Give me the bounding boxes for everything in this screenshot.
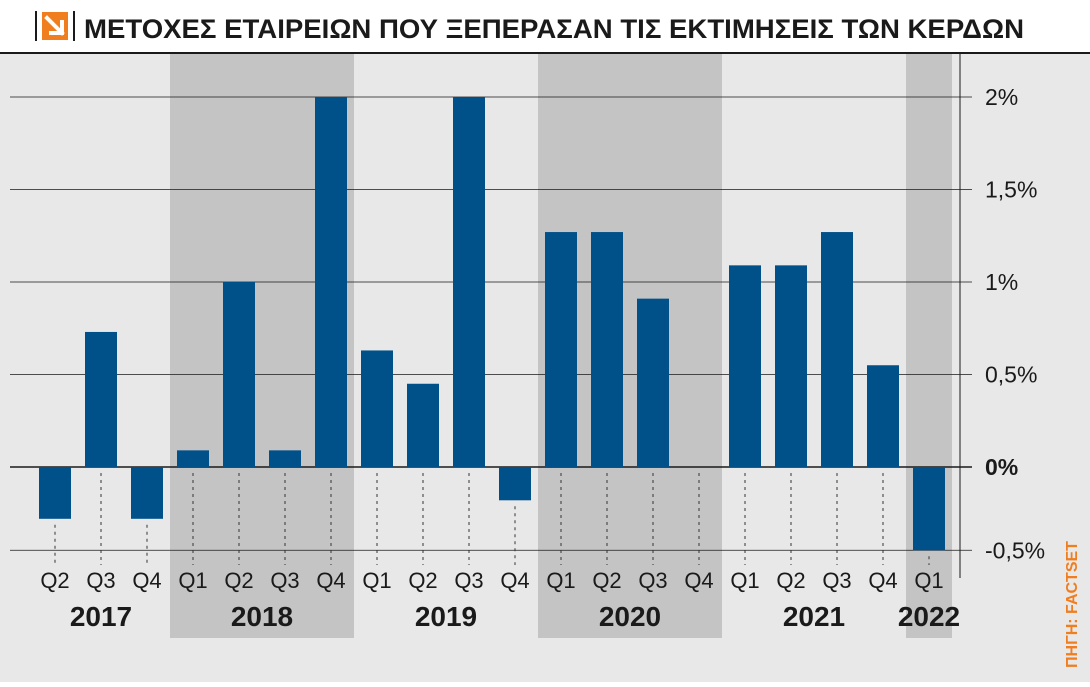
bar [407,383,439,467]
year-label: 2021 [783,601,845,632]
bar [637,298,669,467]
x-tick-label: Q3 [822,568,851,593]
x-tick-label: Q3 [270,568,299,593]
y-tick-label: 1% [985,269,1018,295]
x-tick-label: Q2 [40,568,69,593]
x-tick-label: Q1 [914,568,943,593]
title-bar [0,0,1090,52]
x-tick-label: Q4 [500,568,529,593]
y-tick-label: 1,5% [985,177,1037,203]
year-label: 2022 [898,601,960,632]
source-label: ΠΗΓΗ: FACTSET [1064,541,1081,668]
bar [545,232,577,467]
title-underline [0,52,1090,54]
x-tick-label: Q3 [638,568,667,593]
year-label: 2019 [415,601,477,632]
y-axis: 2% 1,5% 1% 0,5% 0% -0,5% [959,54,1045,578]
bar [453,97,485,467]
year-label: 2018 [231,601,293,632]
bar [85,331,117,467]
x-tick-label: Q3 [454,568,483,593]
x-tick-label: Q1 [178,568,207,593]
bar [223,282,255,467]
y-tick-label: 0% [985,454,1018,480]
y-tick-label: 2% [985,84,1018,110]
bar [131,467,163,519]
x-tick-label: Q4 [316,568,345,593]
year-label: 2017 [70,601,132,632]
y-tick-label: -0,5% [985,537,1045,563]
x-tick-label: Q4 [684,568,713,593]
x-tick-label: Q1 [730,568,759,593]
bar [269,450,301,467]
bar [729,265,761,467]
bar [315,97,347,467]
bar [591,232,623,467]
chart-title: ΜΕΤΟΧΕΣ ΕΤΑΙΡΕΙΩΝ ΠΟΥ ΞΕΠΕΡΑΣΑΝ ΤΙΣ ΕΚΤΙ… [84,14,1024,44]
bar [775,265,807,467]
x-tick-label: Q3 [86,568,115,593]
x-tick-label: Q1 [362,568,391,593]
x-ticks: 2017 2018 2019 2020 2021 2022 Q2 Q3 Q4 Q1 Q2 Q3 Q4 Q1… [40,473,960,632]
bars [39,97,945,551]
x-tick-label: Q2 [776,568,805,593]
bar [361,350,393,467]
x-tick-label: Q4 [868,568,897,593]
x-tick-label: Q4 [132,568,161,593]
x-tick-label: Q2 [224,568,253,593]
bar [499,467,531,501]
x-tick-label: Q1 [546,568,575,593]
year-label: 2020 [599,601,661,632]
bar [39,467,71,519]
x-tick-label: Q2 [592,568,621,593]
bar [821,232,853,467]
y-tick-label: 0,5% [985,362,1037,388]
bar [867,365,899,467]
x-tick-label: Q2 [408,568,437,593]
arrow-down-right-icon [35,11,75,41]
bar [913,467,945,551]
bar [177,450,209,467]
gridlines [10,96,972,551]
